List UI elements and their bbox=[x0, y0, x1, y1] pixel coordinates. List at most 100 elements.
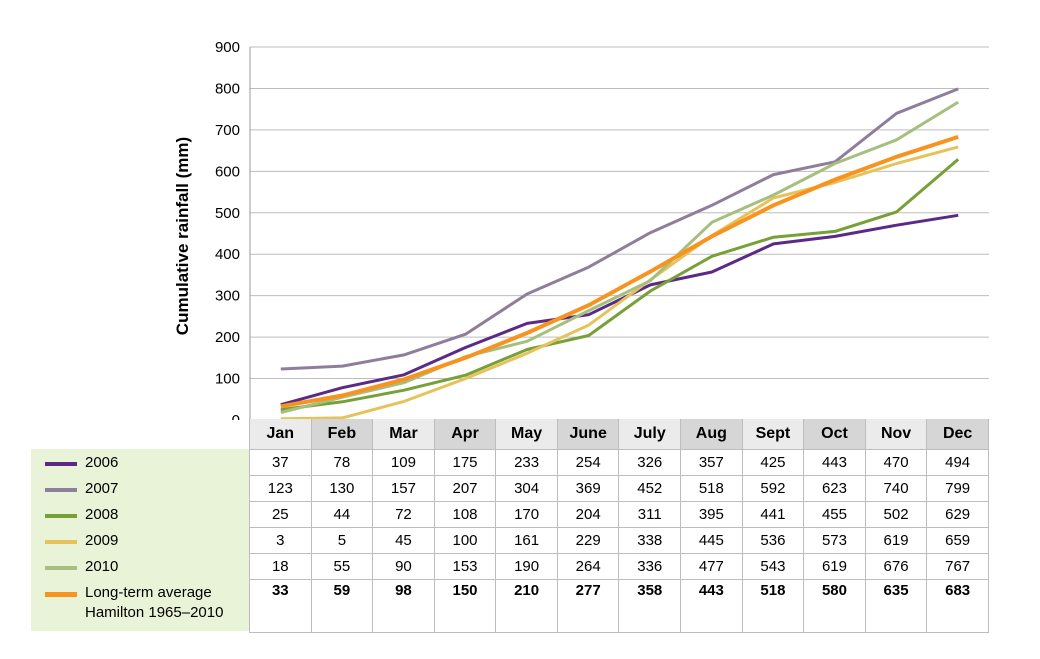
month-label: Aug bbox=[680, 419, 743, 450]
value-cell: 580 bbox=[803, 579, 866, 633]
y-tick-label: 100 bbox=[215, 371, 240, 388]
value-cell: 311 bbox=[618, 501, 681, 528]
value-cell: 683 bbox=[926, 579, 989, 633]
value-cell: 452 bbox=[618, 475, 681, 502]
value-cell: 100 bbox=[433, 527, 496, 554]
value-cell: 233 bbox=[495, 449, 558, 476]
value-cell: 18 bbox=[249, 553, 312, 580]
value-cell: 623 bbox=[803, 475, 866, 502]
month-label: Oct bbox=[803, 419, 866, 450]
legend-entry: 2009 bbox=[31, 528, 250, 554]
series-lines bbox=[280, 87, 960, 420]
legend-entry: 2008 bbox=[31, 502, 250, 528]
value-cell: 150 bbox=[433, 579, 496, 633]
legend-swatch bbox=[45, 514, 77, 518]
y-tick-label: 900 bbox=[215, 39, 240, 56]
value-cell: 78 bbox=[310, 449, 373, 476]
value-cell: 629 bbox=[926, 501, 989, 528]
value-cell: 123 bbox=[249, 475, 312, 502]
table-row: 2009 3 5 45 100 161 229 338 445 536 573 619 659 bbox=[31, 527, 989, 554]
value-cell: 130 bbox=[310, 475, 373, 502]
gridlines bbox=[249, 46, 989, 420]
legend-label: Long-term average Hamilton 1965–2010 bbox=[85, 582, 223, 623]
value-cell: 175 bbox=[433, 449, 496, 476]
value-cell: 395 bbox=[680, 501, 743, 528]
value-cell: 326 bbox=[618, 449, 681, 476]
value-cell: 369 bbox=[556, 475, 619, 502]
value-cell: 210 bbox=[495, 579, 558, 633]
value-cell: 44 bbox=[310, 501, 373, 528]
value-cell: 264 bbox=[556, 553, 619, 580]
y-tick-label: 400 bbox=[215, 246, 240, 263]
value-cell: 109 bbox=[372, 449, 435, 476]
legend-label: 2010 bbox=[85, 558, 119, 575]
value-cell: 425 bbox=[741, 449, 804, 476]
value-cell: 37 bbox=[249, 449, 312, 476]
value-cell: 518 bbox=[680, 475, 743, 502]
data-table: Jan Feb Mar Apr May June July Aug Sept Oct Nov Dec 2… bbox=[31, 419, 989, 633]
y-axis-label: Cumulative rainfall (mm) bbox=[173, 137, 192, 335]
value-cell: 45 bbox=[372, 527, 435, 554]
month-label: Nov bbox=[864, 419, 927, 450]
y-tick-label: 700 bbox=[215, 122, 240, 139]
y-tick-label: 300 bbox=[215, 288, 240, 305]
value-cell: 204 bbox=[556, 501, 619, 528]
legend-label-line: Long-term average bbox=[85, 583, 212, 601]
value-cell: 470 bbox=[864, 449, 927, 476]
y-axis-tick-labels: 0 100 200 300 400 500 600 700 800 900 bbox=[215, 39, 240, 420]
value-cell: 33 bbox=[249, 579, 312, 633]
legend-swatch bbox=[45, 566, 77, 570]
month-label: Feb bbox=[310, 419, 373, 450]
month-label: Dec bbox=[926, 419, 989, 450]
table-row: 2007 123 130 157 207 304 369 452 518 592 623 740 799 bbox=[31, 475, 989, 502]
value-cell: 477 bbox=[680, 553, 743, 580]
value-cell: 573 bbox=[803, 527, 866, 554]
legend-label-line: Hamilton 1965–2010 bbox=[85, 603, 224, 621]
series-line-4 bbox=[280, 100, 959, 414]
value-cell: 336 bbox=[618, 553, 681, 580]
value-cell: 592 bbox=[741, 475, 804, 502]
legend-swatch bbox=[45, 591, 77, 597]
value-cell: 72 bbox=[372, 501, 435, 528]
table-row: Long-term average Hamilton 1965–2010 33 59 9… bbox=[31, 579, 989, 633]
value-cell: 229 bbox=[556, 527, 619, 554]
value-cell: 153 bbox=[433, 553, 496, 580]
series-line-1 bbox=[280, 87, 959, 371]
value-cell: 635 bbox=[864, 579, 927, 633]
value-cell: 441 bbox=[741, 501, 804, 528]
value-cell: 25 bbox=[249, 501, 312, 528]
month-label: Mar bbox=[372, 419, 435, 450]
series-line-0 bbox=[280, 213, 959, 407]
cumulative-rainfall-chart: 0 100 200 300 400 500 600 700 800 900 Cumulative … bbox=[173, 39, 989, 420]
legend-swatch bbox=[45, 462, 77, 466]
value-cell: 90 bbox=[372, 553, 435, 580]
month-label: Sept bbox=[741, 419, 804, 450]
value-cell: 254 bbox=[556, 449, 619, 476]
legend-entry: 2010 bbox=[31, 554, 250, 580]
series-line-5 bbox=[280, 134, 959, 409]
legend-label: 2007 bbox=[85, 480, 119, 497]
value-cell: 277 bbox=[556, 579, 619, 633]
y-tick-label: 500 bbox=[215, 205, 240, 222]
value-cell: 799 bbox=[926, 475, 989, 502]
value-cell: 740 bbox=[864, 475, 927, 502]
value-cell: 5 bbox=[310, 527, 373, 554]
value-cell: 59 bbox=[310, 579, 373, 633]
value-cell: 536 bbox=[741, 527, 804, 554]
series-line-3 bbox=[280, 145, 959, 420]
value-cell: 161 bbox=[495, 527, 558, 554]
value-cell: 170 bbox=[495, 501, 558, 528]
value-cell: 3 bbox=[249, 527, 312, 554]
value-cell: 619 bbox=[864, 527, 927, 554]
month-label: Apr bbox=[433, 419, 496, 450]
value-cell: 659 bbox=[926, 527, 989, 554]
table-row: 2010 18 55 90 153 190 264 336 477 543 619 676 767 bbox=[31, 553, 989, 580]
value-cell: 98 bbox=[372, 579, 435, 633]
legend-swatch bbox=[45, 540, 77, 544]
month-label: May bbox=[495, 419, 558, 450]
value-cell: 443 bbox=[680, 579, 743, 633]
legend-entry: 2006 bbox=[31, 450, 250, 476]
legend-entry: 2007 bbox=[31, 476, 250, 502]
y-tick-label: 200 bbox=[215, 329, 240, 346]
month-label: Jan bbox=[249, 419, 312, 450]
